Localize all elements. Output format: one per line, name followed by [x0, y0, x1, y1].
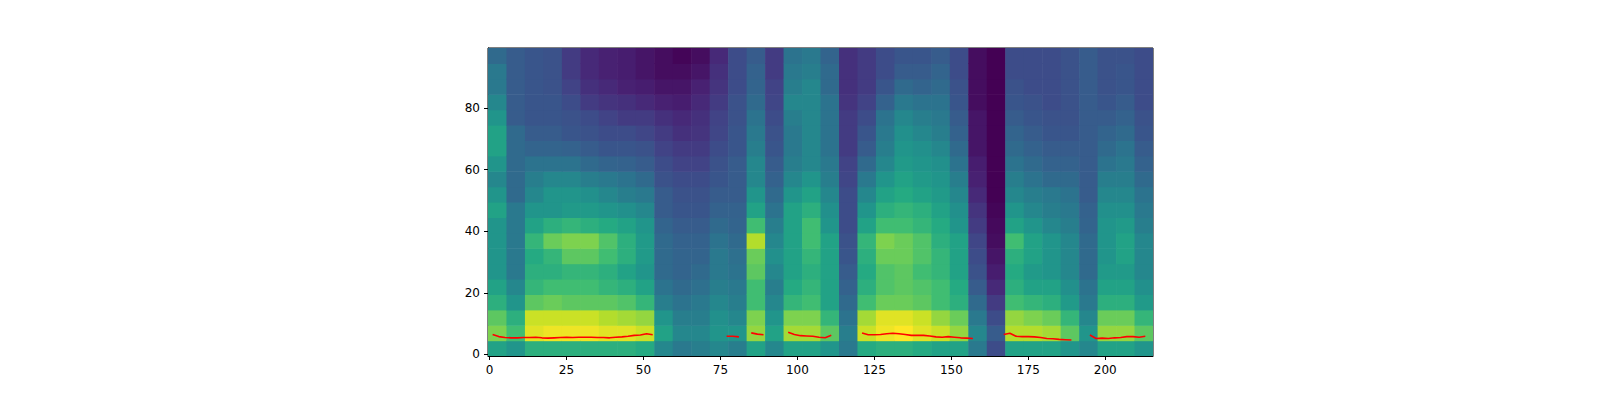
- svg-text:50: 50: [636, 363, 651, 377]
- svg-text:175: 175: [1017, 363, 1040, 377]
- svg-text:0: 0: [472, 347, 480, 361]
- svg-text:75: 75: [713, 363, 728, 377]
- svg-text:125: 125: [863, 363, 886, 377]
- svg-text:25: 25: [559, 363, 574, 377]
- svg-text:80: 80: [465, 101, 480, 115]
- svg-text:60: 60: [465, 163, 480, 177]
- svg-text:0: 0: [486, 363, 494, 377]
- svg-text:40: 40: [465, 224, 480, 238]
- svg-text:20: 20: [465, 286, 480, 300]
- svg-text:200: 200: [1094, 363, 1117, 377]
- svg-text:100: 100: [786, 363, 809, 377]
- svg-text:150: 150: [940, 363, 963, 377]
